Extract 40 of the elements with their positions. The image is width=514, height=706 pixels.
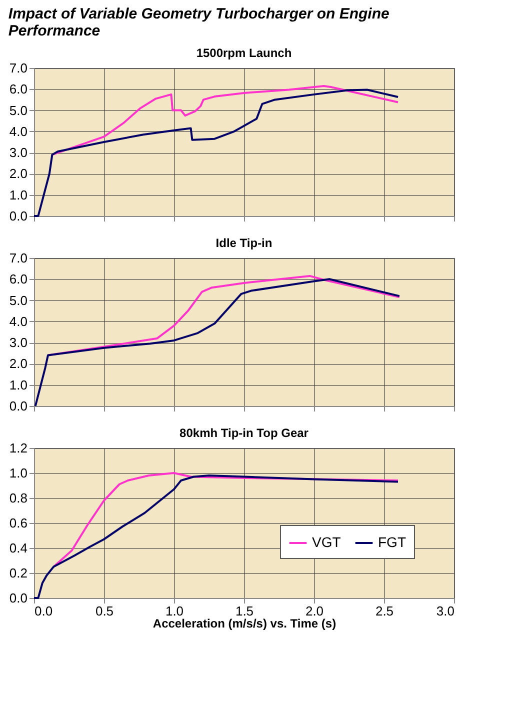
line-series: [33, 88, 399, 217]
y-tick-label: 5.0: [9, 292, 28, 308]
x-tick-label: 0.5: [95, 604, 114, 618]
chart-title: 80kmh Tip-in Top Gear: [180, 426, 309, 440]
chart-title: 1500rpm Launch: [196, 46, 292, 60]
y-tick-label: 6.0: [9, 272, 28, 287]
x-tick-label: 2.5: [375, 604, 394, 618]
x-tick-label: 1.0: [165, 604, 184, 618]
x-tick-label: 0.0: [34, 604, 53, 618]
x-tick-label: 3.0: [436, 604, 454, 618]
y-tick-label: 4.0: [9, 124, 28, 139]
y-tick-label: 2.0: [9, 166, 28, 182]
y-tick-label: 7.0: [9, 250, 28, 266]
y-tick-label: 1.0: [9, 466, 28, 480]
y-tick-label: 5.0: [9, 102, 28, 118]
y-tick-label: 0.0: [9, 398, 28, 414]
x-tick-label: 2.0: [305, 604, 324, 618]
y-tick-label: 1.0: [9, 377, 28, 392]
legend-label: VGT: [312, 534, 342, 550]
line-series: [51, 84, 399, 156]
y-tick-label: 0.8: [9, 490, 28, 506]
legend-label: FGT: [378, 534, 406, 550]
y-tick-label: 7.0: [9, 60, 28, 76]
x-axis-title: Acceleration (m/s/s) vs. Time (s): [152, 616, 336, 630]
y-tick-label: 0.0: [9, 590, 28, 606]
y-tick-label: 1.2: [9, 440, 28, 456]
y-tick-label: 6.0: [9, 82, 28, 97]
y-tick-label: 4.0: [9, 314, 28, 329]
line-series: [34, 278, 400, 407]
y-tick-label: 0.6: [9, 516, 28, 530]
chart-title: Idle Tip-in: [216, 236, 272, 250]
x-tick-label: 1.5: [235, 604, 254, 618]
y-tick-label: 0.0: [9, 208, 28, 224]
y-tick-label: 0.4: [9, 540, 28, 556]
text: Impact of Variable Geometry Turbocharger on Engine Performance: [8, 6, 390, 40]
y-tick-label: 3.0: [9, 335, 28, 350]
y-tick-label: 2.0: [9, 356, 28, 372]
y-tick-label: 3.0: [9, 145, 28, 160]
y-tick-label: 0.2: [9, 566, 28, 580]
y-tick-label: 1.0: [9, 187, 28, 202]
